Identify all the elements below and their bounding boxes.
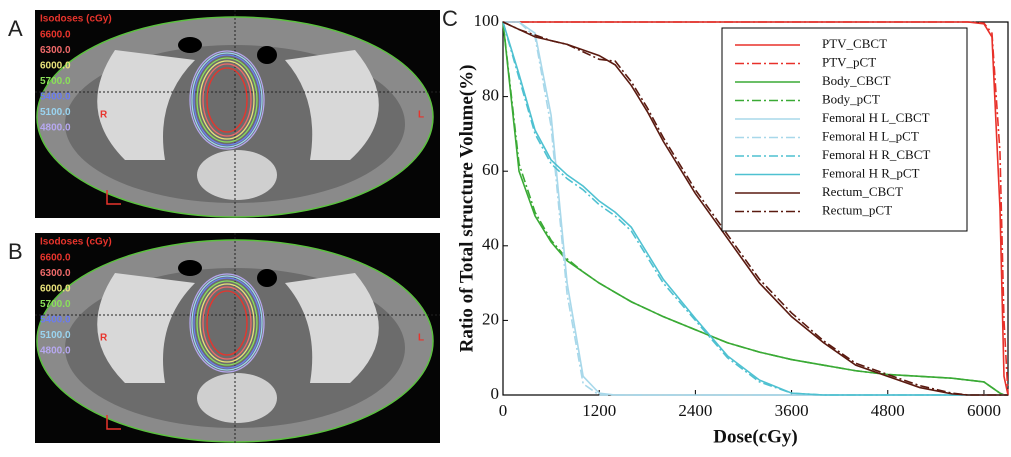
legend-label: Rectum_CBCT [822, 184, 903, 199]
x-tick-label: 3600 [775, 401, 809, 420]
isodose-level: 6000.0 [40, 284, 71, 295]
dvh-line [502, 21, 1008, 396]
legend-box [721, 27, 968, 232]
legend-label: PTV_CBCT [822, 36, 887, 51]
isodose-level: 5700.0 [40, 299, 71, 310]
y-tick-label: 80 [482, 86, 499, 105]
y-tick-label: 0 [491, 384, 500, 403]
y-axis-label: Ratio of Total structure Volume(%) [456, 65, 477, 353]
isodose-contour [202, 63, 252, 137]
isodose-level: 4800.0 [40, 123, 71, 134]
isodose-level: 6000.0 [40, 61, 71, 72]
side-label: L [418, 333, 424, 344]
pelvic-bone [97, 50, 195, 160]
isodose-contour [202, 286, 252, 360]
legend-label: PTV_pCT [822, 54, 876, 69]
y-tick-label: 40 [482, 235, 499, 254]
isodose-contour [196, 280, 258, 366]
isodose-title: Isodoses (cGy) [40, 237, 112, 248]
isodose-level: 5700.0 [40, 76, 71, 87]
panel-label: B [8, 239, 23, 264]
sacrum [197, 373, 277, 423]
scale-bar [106, 190, 121, 205]
bowel-gas [257, 46, 277, 64]
isodose-contour [193, 54, 261, 146]
x-tick-label: 6000 [967, 401, 1001, 420]
bowel-gas [178, 37, 202, 53]
legend-label: Femoral H R_pCT [822, 165, 920, 180]
panel-label: C [442, 6, 458, 31]
y-tick-label: 100 [474, 11, 500, 30]
isodose-level: 5100.0 [40, 107, 71, 118]
dvh-line [502, 21, 1008, 396]
isodose-contour [193, 277, 261, 369]
bowel-gas [257, 269, 277, 287]
isodose-level: 6300.0 [40, 268, 71, 279]
isodose-level: 6300.0 [40, 45, 71, 56]
isodose-contour [206, 67, 248, 133]
isodose-level: 5100.0 [40, 330, 71, 341]
isodose-contour [191, 52, 263, 148]
panel-label: A [8, 16, 23, 41]
bowel-gas [178, 260, 202, 276]
y-tick-label: 20 [482, 309, 499, 328]
isodose-level: 5400.0 [40, 92, 71, 103]
x-tick-label: 0 [499, 401, 508, 420]
isodose-contour [199, 283, 255, 363]
side-label: R [100, 110, 108, 121]
x-tick-label: 4800 [871, 401, 905, 420]
scale-bar [106, 415, 121, 430]
pelvic-bone [285, 50, 379, 160]
isodose-contour [199, 60, 255, 140]
isodose-level: 6600.0 [40, 30, 71, 41]
pelvic-bone [285, 273, 379, 383]
dvh-line [502, 21, 1008, 396]
legend-label: Rectum_pCT [822, 202, 892, 217]
legend-label: Femoral H R_CBCT [822, 147, 930, 162]
isodose-contour [206, 290, 248, 356]
isodose-contour [191, 275, 263, 371]
side-label: L [418, 110, 424, 121]
isodose-title: Isodoses (cGy) [40, 14, 112, 25]
sacrum [197, 150, 277, 200]
x-tick-label: 2400 [678, 401, 712, 420]
x-tick-label: 1200 [582, 401, 616, 420]
isodose-contour [189, 273, 265, 373]
isodose-level: 6600.0 [40, 253, 71, 264]
isodose-level: 5400.0 [40, 315, 71, 326]
isodose-contour [196, 57, 258, 143]
isodose-contour [189, 50, 265, 150]
side-label: R [100, 333, 108, 344]
legend-label: Body_CBCT [822, 73, 891, 88]
legend-label: Femoral H L_pCT [822, 128, 919, 143]
legend-label: Femoral H L_CBCT [822, 110, 930, 125]
x-axis-label: Dose(cGy) [713, 426, 797, 447]
dvh-line [503, 21, 1009, 396]
y-tick-label: 60 [482, 160, 499, 179]
pelvic-bone [97, 273, 195, 383]
legend-label: Body_pCT [822, 91, 880, 106]
isodose-level: 4800.0 [40, 346, 71, 357]
